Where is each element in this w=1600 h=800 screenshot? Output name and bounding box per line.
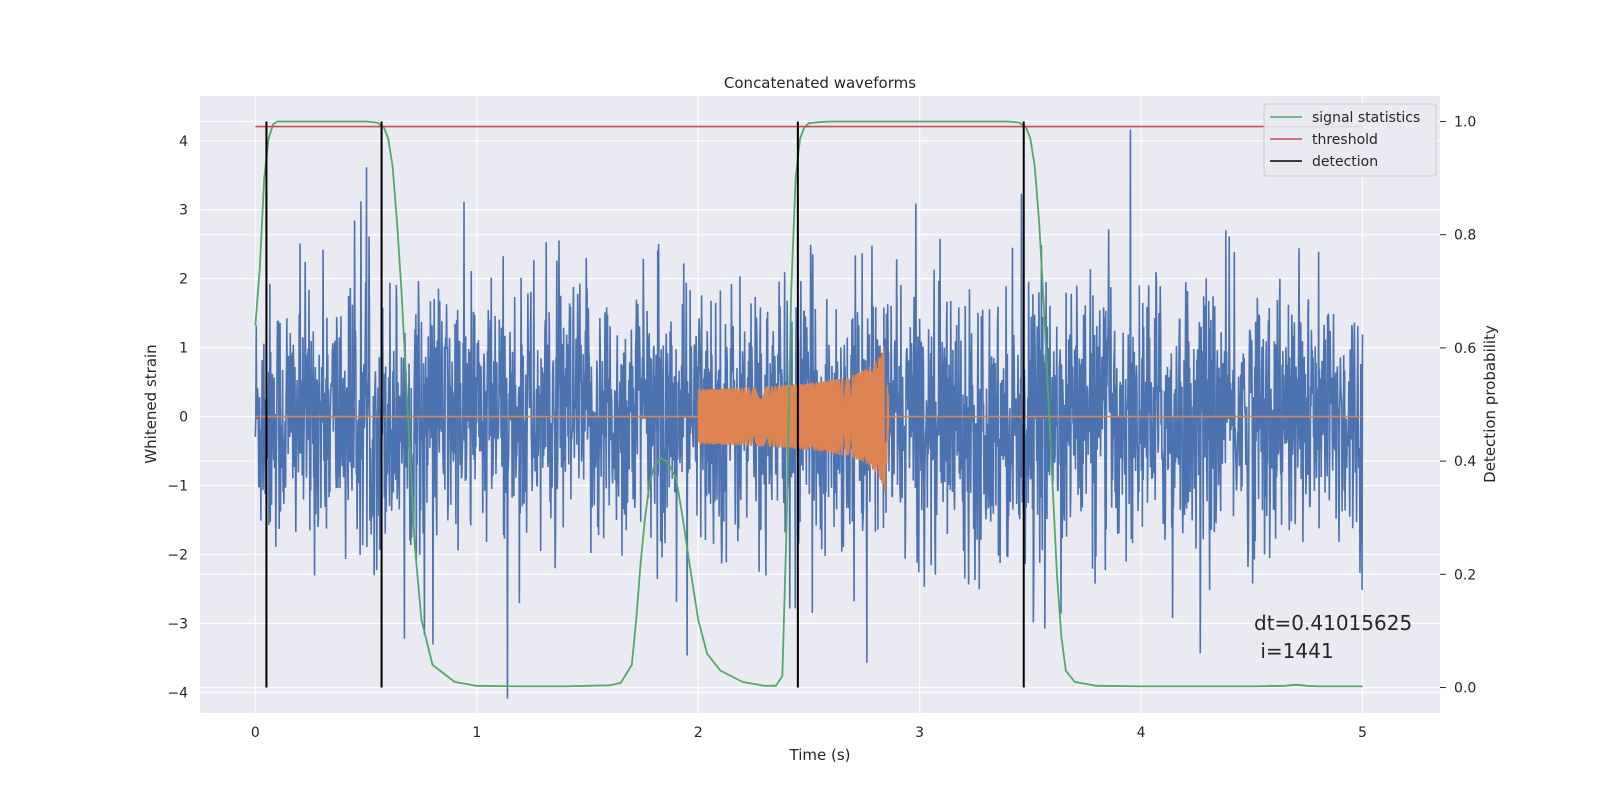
y-tick-label: 0	[179, 410, 188, 426]
y-tick-label: −1	[167, 479, 188, 495]
x-tick-label: 3	[915, 725, 924, 741]
annotation-i: i=1441	[1254, 639, 1334, 663]
annotation-dt: dt=0.41015625	[1254, 611, 1412, 635]
y2-tick-label: 0.0	[1454, 681, 1476, 697]
ticks: 0 1 2 3 4 5 −4 −3 −2 −1 0 1 2 3 4 0.0 0.2 0.4 0.6 0.8 1.0	[167, 114, 1476, 741]
y-tick-label: −4	[167, 685, 188, 701]
x-tick-label: 4	[1137, 725, 1146, 741]
y2-tick-label: 0.8	[1454, 228, 1476, 244]
y-axis-label: Whitened strain	[142, 344, 160, 463]
y2-tick-label: 0.2	[1454, 567, 1476, 583]
y-tick-label: 4	[179, 134, 188, 150]
y2-tick-label: 0.4	[1454, 454, 1476, 470]
y-tick-label: 2	[179, 272, 188, 288]
y-tick-label: 3	[179, 203, 188, 219]
x-axis-label: Time (s)	[789, 746, 851, 764]
x-tick-label: 0	[251, 725, 260, 741]
y-tick-label: −2	[167, 547, 188, 563]
y2-tick-label: 0.6	[1454, 341, 1476, 357]
chart-title: Concatenated waveforms	[724, 74, 916, 92]
plot-area	[254, 120, 1364, 699]
legend-box	[1263, 103, 1437, 177]
y-tick-label: −3	[167, 616, 188, 632]
legend-label-threshold: threshold	[1312, 132, 1378, 148]
legend-label-signal-statistics: signal statistics	[1312, 110, 1420, 126]
signal-statistics-line	[254, 120, 1363, 688]
legend-label-detection: detection	[1312, 154, 1378, 170]
y-tick-label: 1	[179, 341, 188, 357]
x-tick-label: 5	[1358, 725, 1367, 741]
y2-axis-label: Detection probability	[1481, 325, 1499, 483]
x-tick-label: 2	[694, 725, 703, 741]
x-tick-label: 1	[472, 725, 481, 741]
template-chirp-line	[697, 346, 890, 492]
y2-tick-label: 1.0	[1454, 114, 1476, 130]
legend: signal statistics threshold detection	[1263, 103, 1437, 177]
